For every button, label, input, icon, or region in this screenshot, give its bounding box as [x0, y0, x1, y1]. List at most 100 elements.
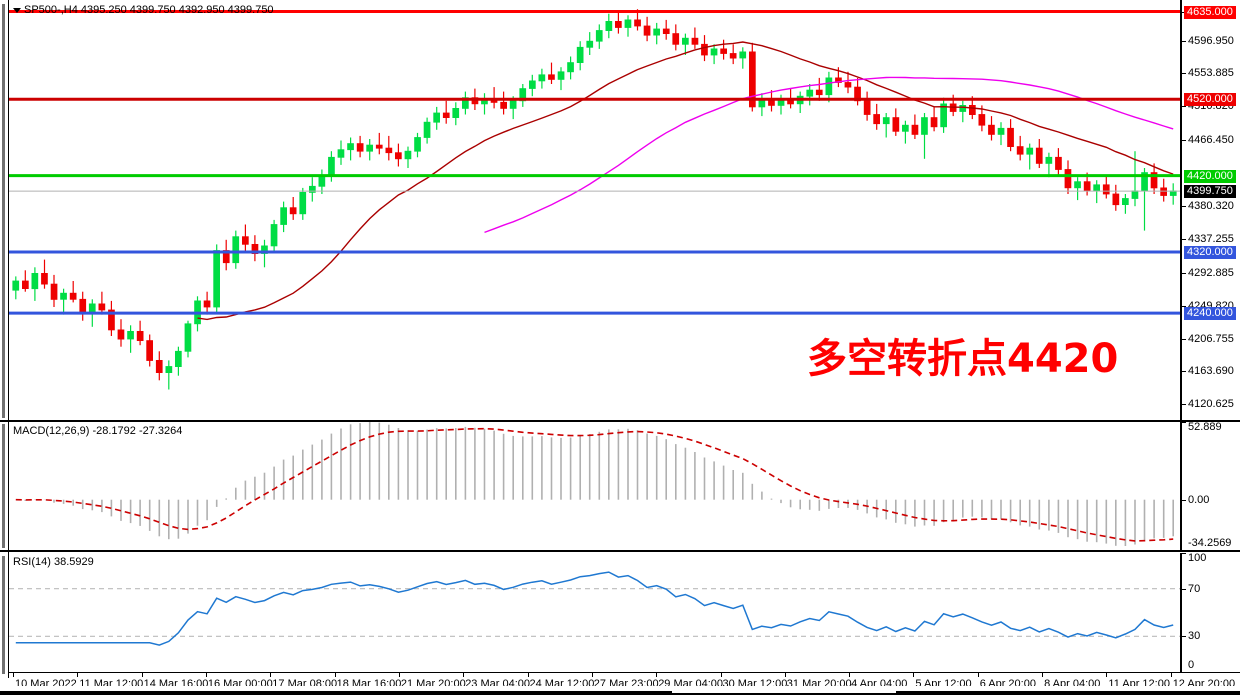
candle-body [203, 300, 211, 308]
macd-signal-polyline [15, 427, 1174, 542]
time-axis-tick [720, 673, 722, 677]
candle-body [452, 108, 460, 119]
candle-body [347, 143, 354, 151]
candle-body [576, 46, 584, 63]
hscroll-track-right[interactable] [896, 691, 1240, 694]
time-axis-tick [77, 673, 79, 677]
horizontal-scrollbar[interactable] [0, 686, 1240, 695]
candle-body [1055, 156, 1062, 170]
time-axis-tick [398, 673, 400, 677]
price-axis-label: 4337.255 [1188, 232, 1234, 245]
candle-body [969, 105, 976, 116]
time-axis-tick [913, 673, 915, 677]
candle-body [1083, 181, 1091, 192]
price-axis-label: 4292.885 [1188, 266, 1234, 279]
candle-body [815, 89, 823, 96]
rsi-axis-label: 30 [1188, 630, 1201, 643]
price-axis-tick [1182, 338, 1186, 340]
time-axis-tick [13, 673, 14, 677]
candle-body [280, 207, 288, 225]
price-axis-tick [1182, 40, 1186, 42]
candle-body [1150, 172, 1158, 189]
moving-average-lines [197, 41, 1174, 321]
candle-body [882, 117, 890, 125]
macd-pane: MACD(12,26,9) -28.1792 -27.3264 [9, 422, 1180, 550]
candle-body [461, 97, 469, 109]
price-axis-chip[interactable]: 4635.000 [1184, 5, 1236, 19]
price-pane-scroll-thumb[interactable] [2, 4, 5, 418]
candle-body [701, 43, 708, 56]
candle-body [691, 37, 699, 45]
rsi-plot[interactable] [9, 553, 1180, 672]
candle-body [509, 100, 517, 109]
candle-body [442, 112, 450, 118]
candle-body [615, 20, 622, 28]
candle-body [930, 117, 938, 128]
candle-body [404, 150, 412, 160]
triangle-down-icon[interactable] [13, 7, 21, 13]
macd-axis[interactable]: 52.889 0.00 -34.2569 [1180, 422, 1240, 551]
time-axis-tick [849, 673, 851, 677]
candle-body [136, 330, 144, 341]
candle-body [672, 33, 680, 45]
rsi-pane-scroll-thumb[interactable] [2, 556, 5, 674]
candle-body [710, 48, 718, 56]
candle-body [299, 191, 307, 215]
candle-body [940, 103, 948, 128]
rsi-level-lines [9, 588, 1180, 637]
candle-body [988, 124, 995, 135]
pane-separator-1 [0, 420, 1240, 422]
candle-body [892, 117, 900, 132]
candle-body [1045, 156, 1053, 164]
rsi-axis-label: 70 [1188, 582, 1201, 595]
price-axis-chip[interactable]: 4399.750 [1184, 185, 1236, 199]
price-axis[interactable]: 4635.000 4596.950 4553.885 4510.820 4466.450… [1180, 0, 1240, 420]
time-axis-tick [591, 673, 593, 677]
candle-body [79, 298, 87, 314]
candle-body [117, 329, 125, 340]
vertical-scrollbar-rail[interactable] [0, 0, 9, 678]
price-axis-label: 4510.820 [1188, 100, 1234, 113]
candle-body [1102, 184, 1110, 195]
rsi-axis[interactable]: 100 70 30 0 [1180, 553, 1240, 673]
macd-pane-scroll-thumb[interactable] [2, 424, 5, 548]
price-axis-chip[interactable]: 4320.000 [1184, 246, 1236, 259]
candle-body [586, 40, 594, 48]
candle-body [529, 80, 536, 89]
time-axis-tick [334, 673, 336, 677]
price-axis-label: 4120.625 [1188, 398, 1234, 411]
candle-body [1093, 184, 1100, 192]
price-axis-chip[interactable]: 4520.000 [1184, 93, 1236, 107]
candle-body [356, 143, 364, 152]
macd-plot[interactable] [9, 422, 1180, 550]
price-axis-chip[interactable]: 4240.000 [1184, 307, 1236, 321]
candle-body [232, 236, 240, 264]
candle-body [1007, 127, 1014, 148]
price-plot[interactable] [9, 0, 1180, 420]
time-axis-tick [463, 673, 465, 677]
candle-body [21, 280, 29, 289]
candle-body [806, 89, 814, 97]
candle-body [844, 82, 852, 88]
candle-body [538, 74, 546, 82]
price-axis-label: 4163.690 [1188, 365, 1234, 378]
rsi-axis-tick [1182, 588, 1186, 590]
price-axis-tick [1182, 73, 1186, 75]
chart-annotation: 多空转折点4420 [807, 336, 1119, 382]
hscroll-track-left[interactable] [0, 691, 672, 694]
price-axis-tick [1182, 205, 1186, 207]
candle-body [31, 272, 39, 290]
price-axis-chip[interactable]: 4420.000 [1184, 169, 1236, 183]
candle-body [634, 19, 641, 27]
hscroll-thumb[interactable] [672, 691, 896, 694]
time-axis-tick [270, 673, 272, 677]
candle-body [1026, 147, 1034, 155]
candle-body [165, 366, 173, 373]
price-pane-label: SP500-,H4 4395.250 4399.750 4392.950 439… [13, 4, 274, 16]
candle-body [1016, 146, 1024, 155]
candle-body [146, 340, 153, 361]
candle-body [98, 303, 106, 311]
price-axis-tick [1182, 238, 1186, 240]
candle-body [174, 350, 182, 367]
